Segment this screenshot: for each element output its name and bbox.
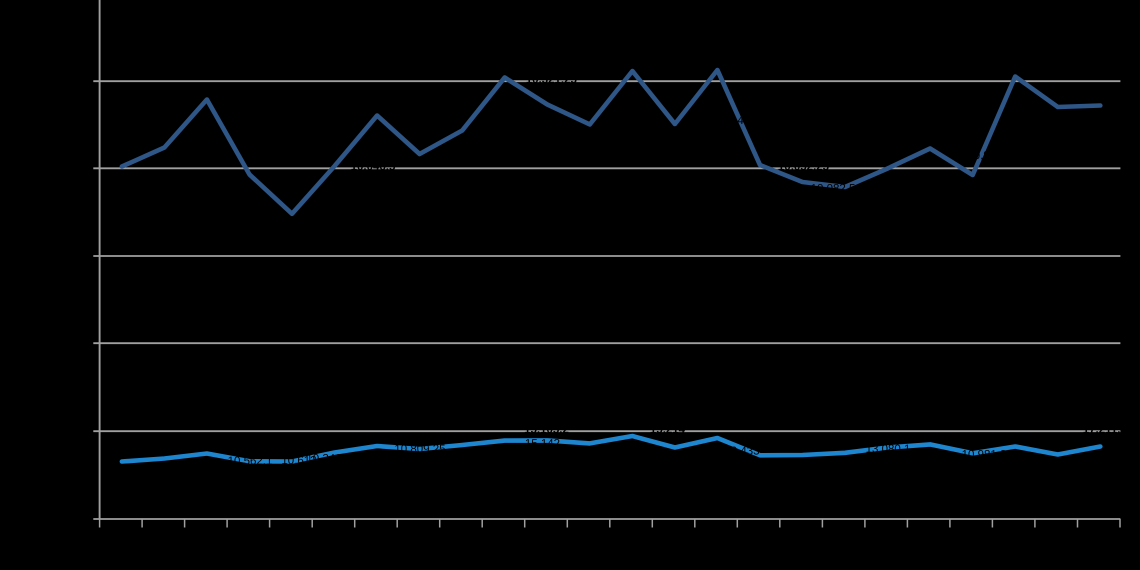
svg-text:13,080.1: 13,080.1 [866, 444, 911, 456]
svg-text:17,211.25: 17,211.25 [1083, 424, 1134, 436]
svg-text:10,052.25: 10,052.25 [778, 161, 830, 173]
svg-text:10,082.5: 10,082.5 [811, 183, 856, 195]
svg-text:10,562.1: 10,562.1 [228, 456, 273, 468]
svg-text:10,951: 10,951 [967, 150, 1002, 162]
svg-text:15,142: 15,142 [525, 438, 560, 450]
svg-text:10,433: 10,433 [724, 446, 759, 458]
svg-text:10,981.2: 10,981.2 [962, 449, 1007, 461]
svg-text:15,105.2: 15,105.2 [524, 424, 569, 436]
svg-text:10,809.25: 10,809.25 [394, 444, 445, 456]
svg-text:10,046.5: 10,046.5 [351, 161, 396, 173]
svg-text:10,240: 10,240 [306, 453, 341, 465]
svg-text:10,612: 10,612 [281, 455, 316, 467]
svg-text:10,321.25: 10,321.25 [526, 74, 578, 86]
svg-text:10,462: 10,462 [721, 115, 756, 127]
svg-text:15,214: 15,214 [650, 424, 686, 436]
